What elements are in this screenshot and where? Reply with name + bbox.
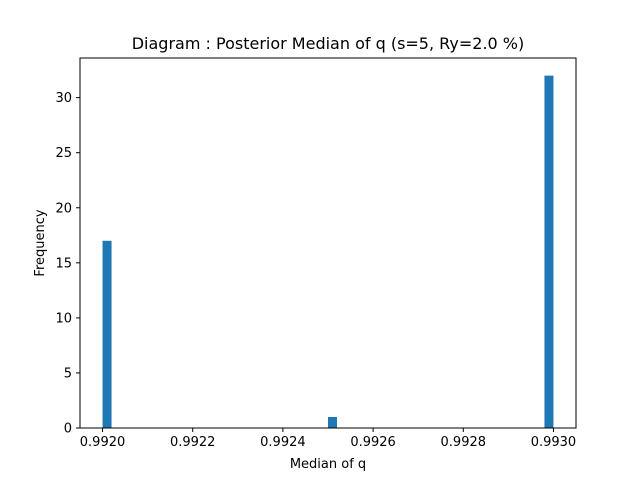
- plot-frame: [79, 57, 577, 429]
- x-tick-label: 0.9924: [260, 435, 306, 450]
- x-axis-ticks: 0.9920 0.9922 0.9924 0.9926 0.9928 0.9930: [80, 428, 576, 450]
- y-tick-label: 15: [55, 256, 72, 271]
- x-tick-label: 0.9920: [80, 435, 126, 450]
- chart-title: Diagram : Posterior Median of q (s=5, Ry…: [132, 34, 525, 53]
- x-tick-label: 0.9926: [350, 435, 396, 450]
- y-tick-label: 20: [55, 201, 72, 216]
- bars-layer: [102, 75, 554, 428]
- histogram-bar-0: [102, 240, 112, 428]
- x-axis-label: Median of q: [290, 457, 366, 472]
- x-tick-label: 0.9930: [531, 435, 577, 450]
- y-tick-label: 25: [55, 146, 72, 161]
- x-tick-label: 0.9928: [441, 435, 487, 450]
- y-axis-label: Frequency: [33, 209, 48, 276]
- y-axis-ticks: 0 5 10 15 20 25 30: [55, 91, 80, 437]
- y-tick-label: 5: [64, 366, 72, 381]
- histogram-bar-2: [544, 75, 554, 428]
- histogram-bar-1: [328, 416, 338, 428]
- x-tick-label: 0.9922: [170, 435, 216, 450]
- y-tick-label: 0: [64, 422, 72, 437]
- y-tick-label: 10: [55, 311, 72, 326]
- y-tick-label: 30: [55, 91, 72, 106]
